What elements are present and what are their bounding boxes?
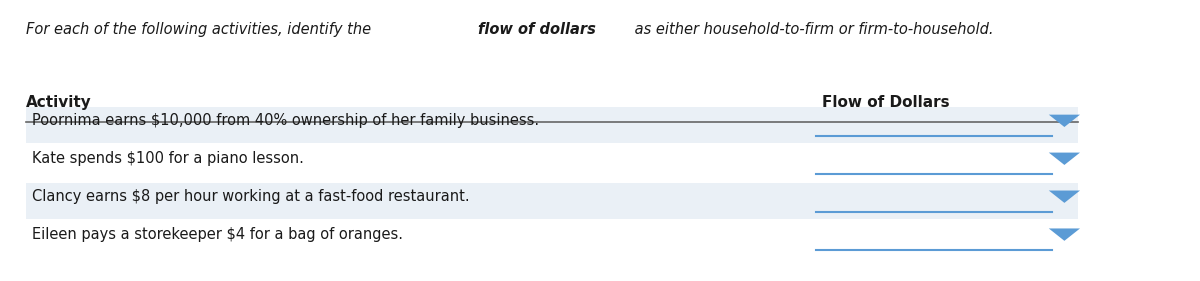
Text: For each of the following activities, identify the: For each of the following activities, id… xyxy=(26,22,376,37)
Bar xyxy=(26,183,1078,219)
Polygon shape xyxy=(1049,228,1080,241)
Text: Eileen pays a storekeeper $4 for a bag of oranges.: Eileen pays a storekeeper $4 for a bag o… xyxy=(32,227,403,242)
Text: Clancy earns $8 per hour working at a fast-food restaurant.: Clancy earns $8 per hour working at a fa… xyxy=(32,189,470,204)
Text: Poornima earns $10,000 from 40% ownership of her family business.: Poornima earns $10,000 from 40% ownershi… xyxy=(32,113,540,128)
Text: flow of dollars: flow of dollars xyxy=(478,22,595,37)
Bar xyxy=(26,221,1078,257)
Bar xyxy=(26,145,1078,181)
Polygon shape xyxy=(1049,115,1080,127)
Text: Kate spends $100 for a piano lesson.: Kate spends $100 for a piano lesson. xyxy=(32,151,305,166)
Polygon shape xyxy=(1049,153,1080,165)
Text: Activity: Activity xyxy=(26,95,92,110)
Text: Flow of Dollars: Flow of Dollars xyxy=(822,95,949,110)
Text: as either household-to-firm or firm-to-household.: as either household-to-firm or firm-to-h… xyxy=(630,22,994,37)
Bar xyxy=(26,107,1078,143)
Polygon shape xyxy=(1049,191,1080,203)
